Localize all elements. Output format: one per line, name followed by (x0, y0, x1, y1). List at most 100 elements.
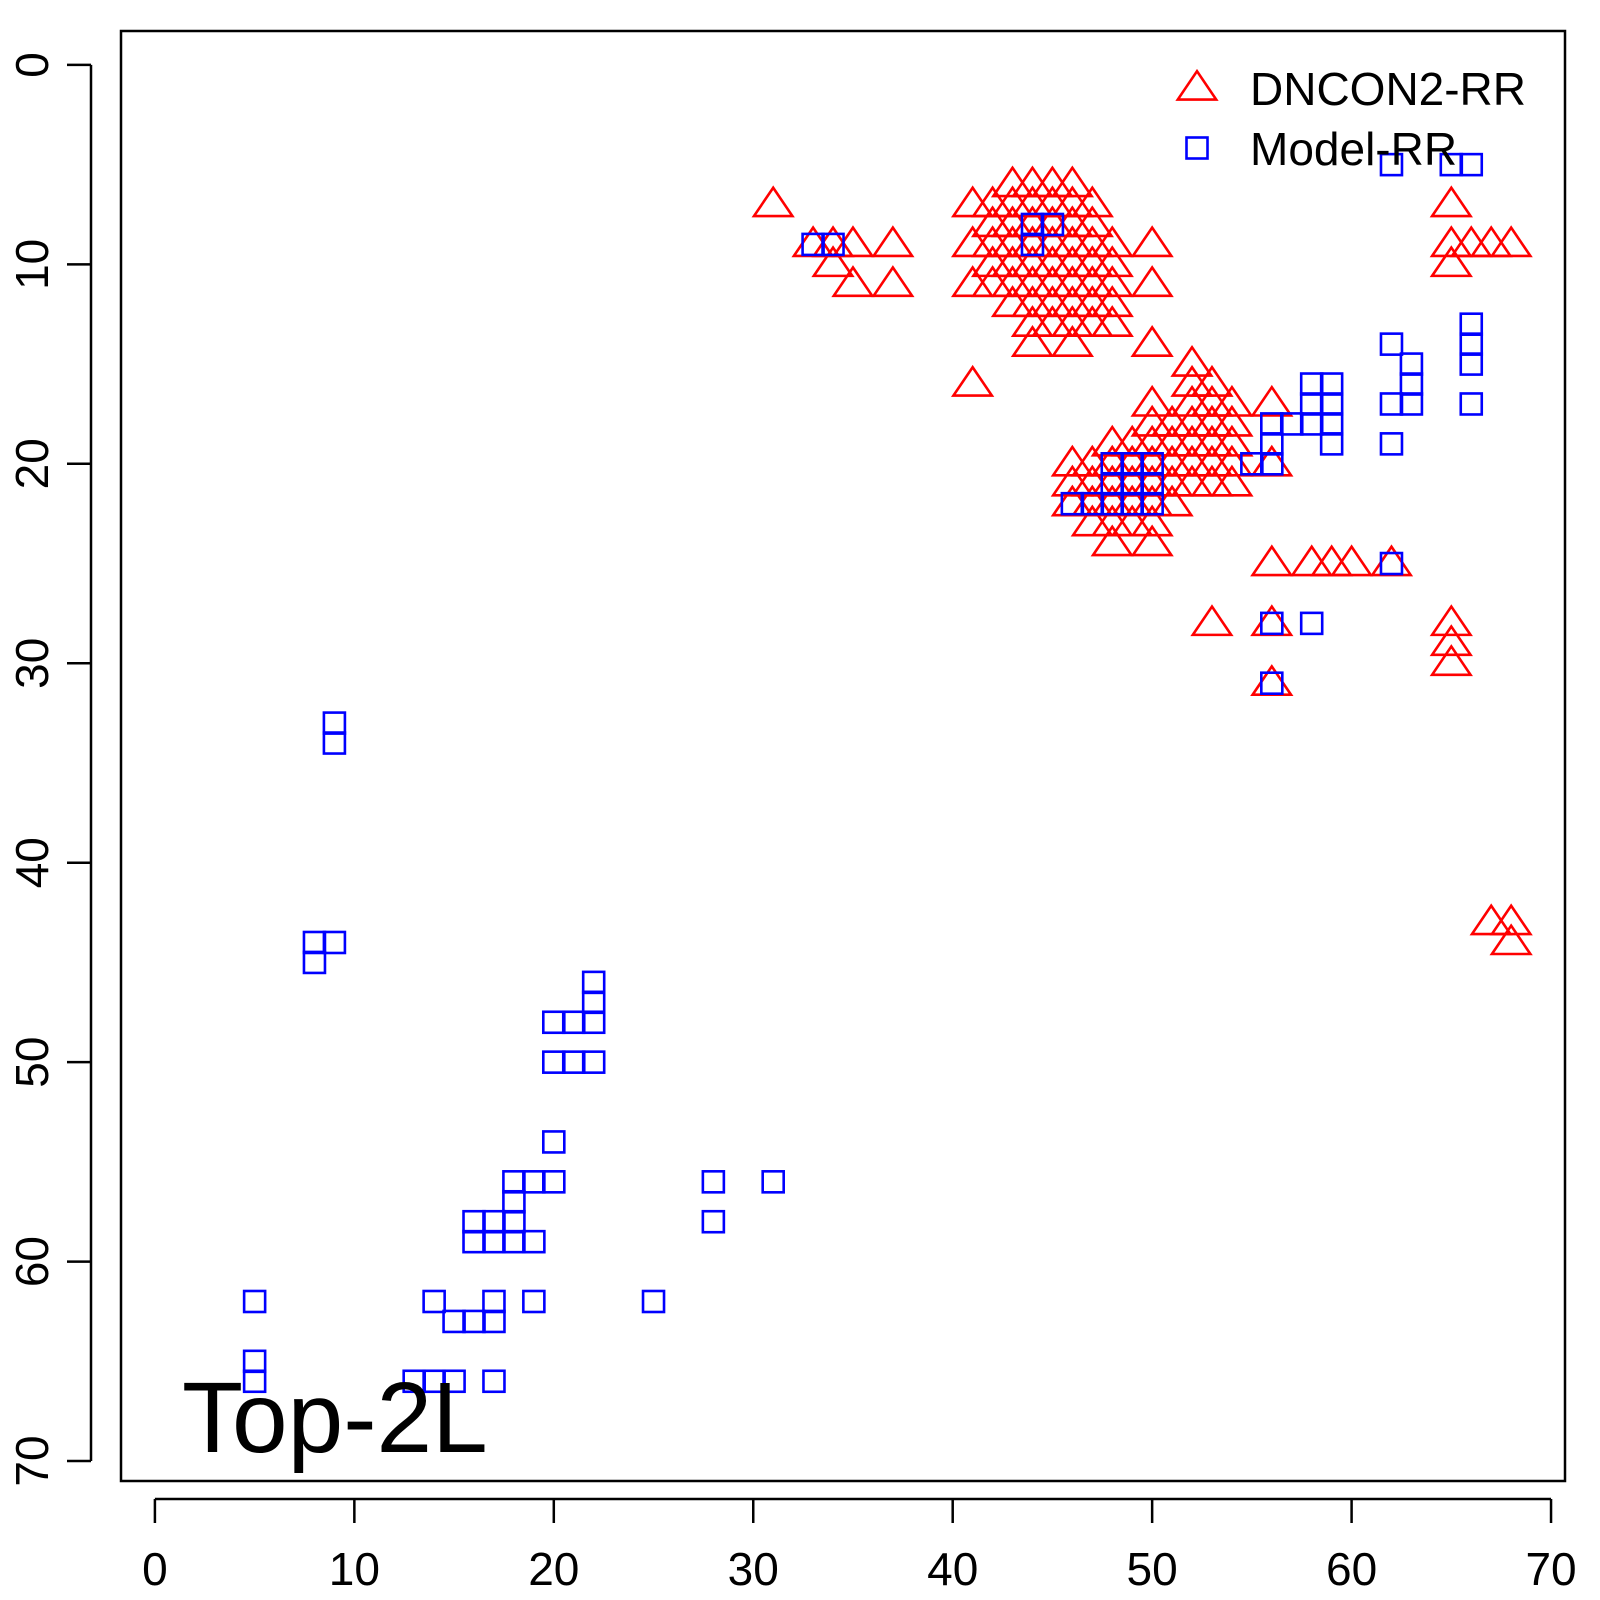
y-tick-label: 10 (6, 239, 58, 290)
triangle-point (1130, 325, 1174, 357)
square-point (542, 1130, 566, 1154)
triangle-point (1329, 544, 1374, 577)
square-point (442, 1369, 466, 1394)
square-point (322, 731, 347, 755)
triangle-point (1250, 384, 1294, 417)
x-tick-label: 0 (142, 1543, 168, 1595)
triangle-point (1429, 185, 1473, 218)
x-tick-label: 10 (329, 1543, 380, 1595)
y-tick-label: 40 (6, 837, 58, 888)
square-point (1299, 611, 1324, 636)
triangle-point (1050, 325, 1095, 357)
triangle-point (1210, 404, 1254, 437)
x-tick-label: 50 (1127, 1543, 1178, 1595)
square-point (1379, 432, 1404, 456)
square-point (302, 950, 327, 975)
square-point (1379, 551, 1404, 576)
square-point (1260, 611, 1284, 636)
triangle-point (1130, 225, 1174, 258)
square-point (482, 1369, 506, 1394)
triangle-point (1210, 424, 1254, 457)
triangle-point (1130, 504, 1174, 537)
triangle-point (831, 265, 875, 298)
triangle-point (1090, 524, 1134, 557)
y-tick-label: 50 (6, 1037, 58, 1088)
triangle-point (1429, 624, 1473, 657)
square-point (1379, 332, 1404, 356)
y-tick-label: 0 (6, 52, 58, 78)
square-point (242, 1289, 267, 1314)
triangle-point (1090, 265, 1134, 298)
triangle-point (1429, 245, 1473, 278)
square-point (1319, 432, 1344, 456)
triangle-point (950, 364, 995, 397)
triangle-point (1170, 344, 1214, 377)
triangle-point (1050, 165, 1095, 198)
square-point (1040, 212, 1065, 237)
square-point (1459, 392, 1484, 416)
triangle-point (1429, 604, 1473, 637)
triangle-point (1070, 185, 1114, 218)
square-point (542, 1170, 566, 1194)
x-tick-label: 70 (1525, 1543, 1576, 1595)
triangle-point (1489, 903, 1533, 936)
square-point (821, 232, 845, 257)
triangle-point (1090, 305, 1134, 338)
square-point (761, 1170, 785, 1194)
square-point (1260, 671, 1284, 696)
square-point (1459, 352, 1484, 376)
triangle-point (1190, 604, 1234, 637)
triangle-point (1130, 384, 1174, 417)
plot-frame (119, 29, 1567, 1483)
square-point (641, 1289, 666, 1314)
triangle-point (1130, 265, 1174, 298)
square-point (1240, 452, 1264, 476)
square-point (1379, 392, 1404, 416)
triangle-point (871, 265, 915, 298)
triangle-point (1489, 225, 1533, 258)
triangle-point (1489, 923, 1533, 956)
y-tick-label: 60 (6, 1236, 58, 1287)
triangle-point (1090, 245, 1134, 278)
square-point (1459, 152, 1484, 177)
square-point (701, 1209, 726, 1234)
square-point (701, 1170, 726, 1194)
triangle-point (1070, 205, 1114, 238)
triangle-point (1090, 225, 1134, 258)
data-points (242, 152, 1533, 1394)
triangle-point (871, 225, 915, 258)
square-point (1140, 491, 1164, 516)
triangle-point (811, 245, 855, 278)
triangle-point (1210, 464, 1254, 497)
square-point (322, 930, 347, 955)
square-point (482, 1309, 506, 1334)
square-point (422, 1289, 446, 1314)
triangle-point (1429, 644, 1473, 677)
triangle-point (1130, 524, 1174, 557)
x-tick-label: 60 (1326, 1543, 1377, 1595)
x-tick-label: 20 (528, 1543, 579, 1595)
y-tick-label: 30 (6, 638, 58, 689)
triangle-point (1010, 325, 1055, 357)
triangle-point (1090, 285, 1134, 318)
square-point (242, 1369, 267, 1394)
triangle-point (1210, 384, 1254, 417)
triangle-point (1190, 364, 1234, 397)
series-Model-RR (242, 152, 1484, 1394)
triangle-point (1250, 544, 1294, 577)
square-point (522, 1229, 546, 1254)
y-axis: 0 10 20 30 40 50 60 70 (6, 52, 93, 1487)
x-axis: 0 10 20 30 40 50 60 70 (142, 1497, 1577, 1595)
legend-square-icon (1185, 136, 1209, 160)
legend-label: DNCON2-RR (1250, 63, 1526, 115)
square-point (1020, 232, 1045, 257)
square-point (581, 1050, 606, 1074)
legend-triangle-icon (1175, 68, 1219, 101)
y-tick-label: 20 (6, 438, 58, 489)
square-point (1379, 152, 1404, 177)
legend: DNCON2-RR Model-RR (1175, 63, 1526, 175)
panel-annotation: Top-2L (182, 1362, 488, 1474)
legend-label: Model-RR (1250, 123, 1457, 175)
